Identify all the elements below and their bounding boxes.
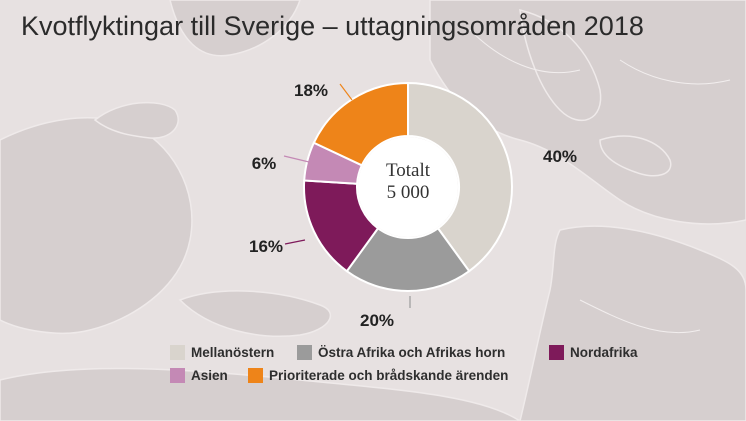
slice-östra-afrika-och-afrikas-horn — [345, 226, 471, 292]
leader-line — [283, 155, 310, 163]
slice-prioriterade-och-brådskande-ärenden — [312, 81, 409, 167]
center-label-total: Totalt — [386, 160, 431, 181]
data-label: 20% — [360, 311, 394, 330]
center-label-count: 5 000 — [387, 182, 430, 203]
data-label: 16% — [249, 237, 283, 256]
leader-line — [284, 239, 306, 245]
data-label: 40% — [543, 147, 577, 166]
data-label: 18% — [294, 81, 328, 100]
slice-mellanöstern — [407, 81, 513, 273]
donut-hole — [358, 137, 458, 237]
leader-line — [339, 83, 353, 101]
chart-title: Kvotflyktingar till Sverige – uttagnings… — [21, 11, 644, 41]
data-label: 6% — [252, 154, 277, 173]
